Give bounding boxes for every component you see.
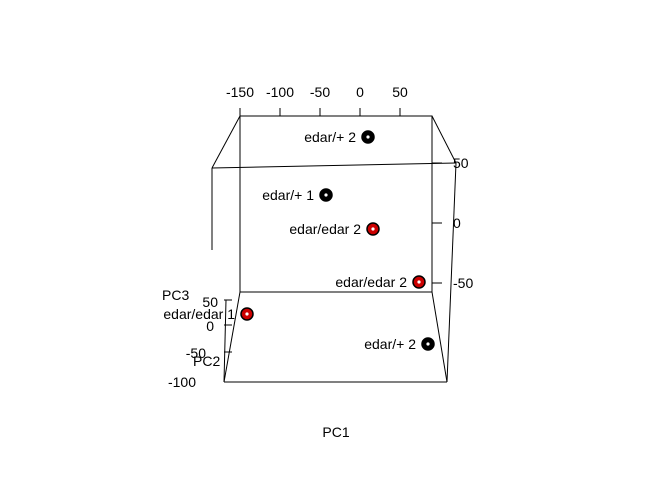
bounding-box [211, 115, 457, 383]
data-point-highlight [245, 312, 249, 316]
box-front-right [446, 162, 457, 383]
data-point-label: edar/edar 2 [335, 274, 407, 290]
data-point-highlight [371, 227, 375, 231]
box-edge-bottom-right [431, 291, 448, 383]
data-point-label: edar/+ 2 [364, 336, 416, 352]
box-edge-top-right [431, 115, 457, 164]
pc2-tick-label: -50 [186, 345, 206, 361]
data-point: edar/edar 1 [163, 306, 254, 322]
data-point: edar/edar 2 [289, 221, 380, 237]
data-point: edar/edar 2 [335, 274, 426, 290]
pc3-tick-label: 50 [453, 155, 469, 171]
data-point: edar/+ 2 [304, 129, 375, 145]
data-point-highlight [324, 193, 328, 197]
box-edge-top-left [211, 115, 241, 169]
pc2-axis: 50 0 -50 -100 PC2 [168, 294, 232, 390]
pc2-axis-label: PC2 [193, 353, 220, 369]
pc1-tick-label: -50 [310, 84, 330, 100]
data-point-label: edar/edar 1 [163, 306, 235, 322]
pc2-tick-label: 0 [206, 318, 214, 334]
pc2-tick-label: 50 [202, 294, 218, 310]
data-point-label: edar/+ 1 [262, 187, 314, 203]
box-edge-bottom-left [223, 291, 241, 383]
box-front-top [211, 162, 457, 169]
pc1-tick-label: 50 [392, 84, 408, 100]
data-point-label: edar/+ 2 [304, 129, 356, 145]
points-layer: edar/+ 2 edar/+ 1 edar/edar 2 edar/edar 2 ed… [163, 129, 435, 352]
pc3-tick-label: -50 [453, 275, 473, 291]
data-point-highlight [426, 342, 430, 346]
data-point-highlight [366, 135, 370, 139]
pc2-tick-label: -100 [168, 374, 196, 390]
data-point: edar/+ 2 [364, 336, 435, 352]
pc3-tick-label: 0 [453, 215, 461, 231]
pc3-axis: 50 0 -50 PC3 [162, 155, 473, 303]
pc1-tick-label: -150 [226, 84, 254, 100]
data-point-label: edar/edar 2 [289, 221, 361, 237]
pc1-tick-label: 0 [356, 84, 364, 100]
pc3-axis-label: PC3 [162, 287, 189, 303]
data-point-highlight [417, 280, 421, 284]
pc1-axis-label: PC1 [322, 424, 349, 440]
pc1-axis: -150 -100 -50 0 50 PC1 [226, 84, 408, 440]
pc1-tick-label: -100 [266, 84, 294, 100]
data-point: edar/+ 1 [262, 187, 333, 203]
box-front-left-lower [223, 299, 227, 383]
